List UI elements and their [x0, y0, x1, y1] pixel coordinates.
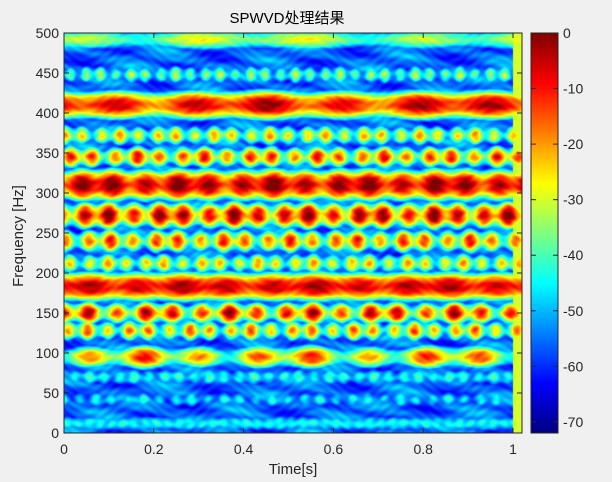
y-tick-label: 500 [36, 25, 60, 41]
y-tick-label: 300 [36, 185, 60, 201]
x-tick-label: 0.8 [413, 441, 433, 457]
colorbar-canvas [531, 33, 558, 433]
x-tick-label: 1 [509, 441, 517, 457]
x-axis-title: Time[s] [269, 461, 318, 478]
plot-area [63, 32, 523, 434]
colorbar: 0 -10 -20 -30 -40 -50 -60 -70 [530, 25, 583, 434]
colorbar-tick-label: -20 [563, 136, 583, 152]
colorbar-foreign [531, 33, 558, 433]
y-tick-label: 250 [36, 225, 60, 241]
x-tick-label: 0.6 [324, 441, 344, 457]
colorbar-tick-label: -30 [563, 192, 583, 208]
y-tick-label: 100 [36, 345, 60, 361]
colorbar-tick-label: -50 [563, 303, 583, 319]
x-tick-label: 0.2 [144, 441, 164, 457]
colorbar-tick-label: -60 [563, 358, 583, 374]
y-axis-title: Frequency [Hz] [10, 185, 27, 287]
x-tick-label: 0.4 [234, 441, 254, 457]
colorbar-tick-label: 0 [563, 25, 571, 41]
spectrogram-canvas [64, 33, 522, 433]
y-axis: 0 50 100 150 200 250 300 350 400 450 500 [36, 25, 522, 441]
colorbar-frame [530, 32, 559, 434]
y-tick-label: 50 [43, 385, 59, 401]
colorbar-ticks: 0 -10 -20 -30 -40 -50 -60 -70 [531, 25, 583, 430]
colorbar-tick-label: -70 [563, 414, 583, 430]
spectrogram-foreign [64, 33, 522, 433]
y-tick-label: 0 [51, 425, 59, 441]
x-axis: 0 0.2 0.4 0.6 0.8 1 [60, 33, 517, 457]
y-tick-label: 400 [36, 105, 60, 121]
colorbar-tick-label: -10 [563, 81, 583, 97]
chart-title: SPWVD处理结果 [229, 10, 344, 27]
y-tick-label: 150 [36, 305, 60, 321]
y-tick-label: 200 [36, 265, 60, 281]
y-tick-label: 450 [36, 65, 60, 81]
colorbar-tick-label: -40 [563, 247, 583, 263]
x-tick-label: 0 [60, 441, 68, 457]
y-tick-label: 350 [36, 145, 60, 161]
